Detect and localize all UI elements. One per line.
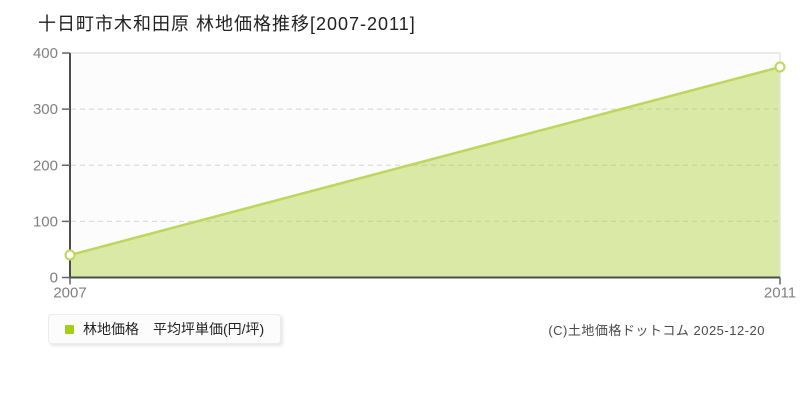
price-trend-chart: 0 100 200 300 400 2007 2011	[33, 45, 796, 302]
y-tick-label: 100	[33, 213, 58, 230]
legend-label: 林地価格 平均坪単価(円/坪)	[83, 321, 265, 337]
legend: 林地価格 平均坪単価(円/坪)	[48, 314, 282, 344]
y-tick-label: 200	[33, 157, 58, 174]
y-tick-label: 400	[33, 45, 58, 62]
x-tick-label: 2011	[764, 285, 796, 302]
legend-marker-swatch	[65, 324, 74, 334]
y-tick-label: 0	[50, 270, 58, 287]
page-title: 十日町市木和田原 林地価格推移[2007-2011]	[38, 14, 416, 34]
trend-line	[69, 65, 781, 257]
area-fill	[70, 67, 780, 278]
data-point-marker	[774, 61, 786, 73]
copyright-text: (C)土地価格ドットコム 2025-12-20	[548, 323, 765, 338]
y-tick-label: 300	[33, 101, 58, 118]
data-point-marker	[64, 249, 76, 261]
x-tick-label: 2007	[53, 285, 86, 302]
